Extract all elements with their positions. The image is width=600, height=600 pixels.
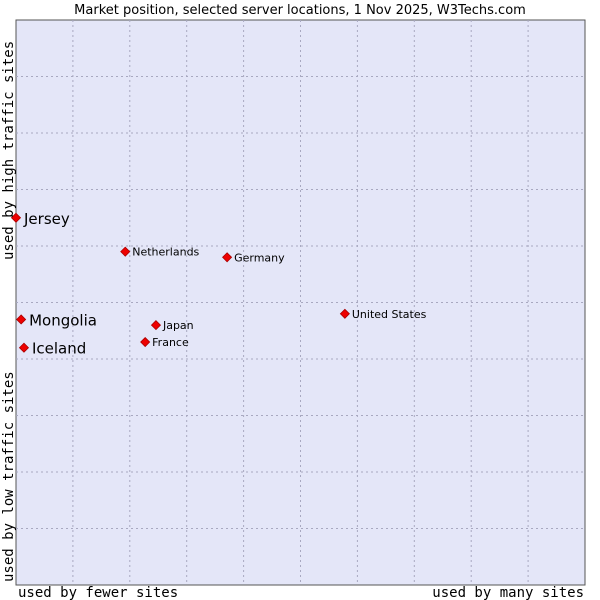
point-netherlands: [120, 246, 131, 257]
x-axis-label-right: used by many sites: [432, 585, 584, 600]
point-japan: [150, 320, 162, 331]
y-axis-label-bottom: used by low traffic sites: [1, 371, 17, 582]
plot-area: Jersey Mongolia Iceland Netherlands Germany J…: [10, 19, 586, 586]
x-axis-label-left: used by fewer sites: [18, 585, 178, 600]
point-label-mongolia: Mongolia: [29, 311, 97, 329]
point-germany: [222, 252, 233, 263]
point-label-united-states: United States: [352, 308, 427, 321]
point-label-japan: Japan: [162, 319, 194, 332]
chart-title: Market position, selected server locatio…: [74, 3, 526, 18]
point-france: [140, 336, 151, 348]
point-united-states: [339, 308, 350, 319]
point-label-jersey: Jersey: [23, 210, 70, 228]
point-label-germany: Germany: [234, 251, 285, 264]
point-iceland: [18, 342, 30, 353]
point-mongolia: [16, 314, 27, 325]
point-label-france: France: [152, 336, 189, 349]
point-label-netherlands: Netherlands: [132, 246, 199, 259]
point-jersey: [10, 212, 22, 223]
point-label-iceland: Iceland: [32, 340, 86, 358]
y-axis-label-top: used by high traffic sites: [1, 41, 17, 260]
